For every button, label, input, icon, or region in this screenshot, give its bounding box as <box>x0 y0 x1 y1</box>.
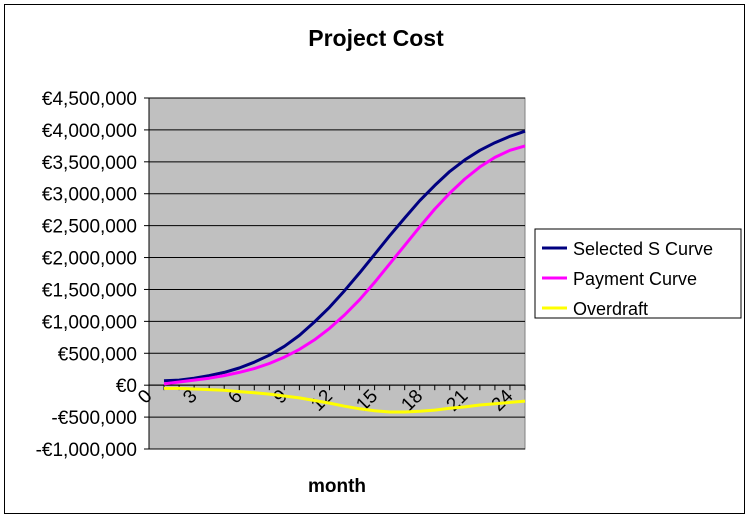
y-tick-label: €2,000,000 <box>42 249 137 270</box>
y-tick-label: €4,000,000 <box>42 121 137 142</box>
y-tick-label: €500,000 <box>58 344 137 365</box>
series-line <box>163 144 526 386</box>
y-tick-label: €1,000,000 <box>42 312 137 333</box>
y-tick-label: €1,500,000 <box>42 280 137 301</box>
legend-label: Payment Curve <box>573 269 697 289</box>
legend-box <box>534 228 742 319</box>
series-lines <box>163 129 526 414</box>
y-axis: -€1,000,000 -€500,000 €0 €500,000 €1,000,000… <box>36 89 150 461</box>
y-tick-label: -€1,000,000 <box>36 440 137 461</box>
series-line <box>164 386 526 414</box>
plot-area <box>148 97 526 450</box>
chart-frame: Project Cost -€1,000,000 -€500,000 €0 €500,… <box>4 4 745 514</box>
y-tick-label: €4,500,000 <box>42 89 137 110</box>
series-line <box>163 129 526 383</box>
legend: Selected S Curve Payment Curve Overdraft <box>534 228 742 319</box>
chart-title: Project Cost <box>308 25 444 51</box>
legend-label: Selected S Curve <box>573 239 713 259</box>
legend-label: Overdraft <box>573 299 648 319</box>
y-tick-label: €0 <box>116 376 137 397</box>
chart-svg: Project Cost -€1,000,000 -€500,000 €0 €500,… <box>36 25 742 497</box>
y-tick-label: €2,500,000 <box>42 217 137 238</box>
y-tick-label: €3,500,000 <box>42 153 137 174</box>
y-tick-label: -€500,000 <box>51 408 137 429</box>
y-tick-label: €3,000,000 <box>42 185 137 206</box>
x-axis-label: month <box>308 476 366 497</box>
